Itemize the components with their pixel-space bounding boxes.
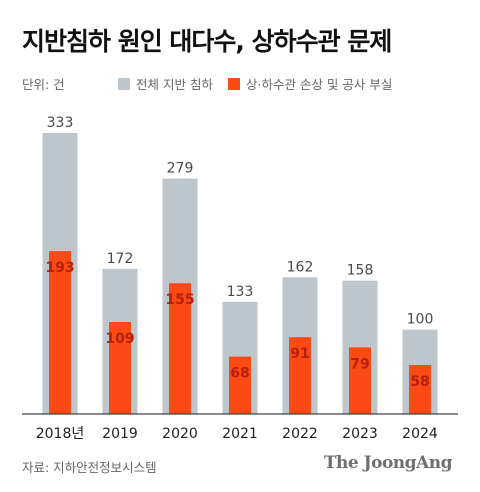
- bar-damage-4: [289, 337, 311, 414]
- legend-label-total: 전체 지반 침하: [136, 77, 213, 92]
- value-label-total-0: 333: [47, 115, 74, 131]
- value-label-total-4: 162: [287, 259, 314, 275]
- value-label-total-3: 133: [227, 284, 254, 300]
- publisher-logo: The JoongAng: [323, 453, 453, 473]
- legend-item-total: 전체 지반 침하: [118, 74, 213, 93]
- legend-item-damage: 상·하수관 손상 및 공사 부실: [228, 74, 392, 93]
- source-note: 자료: 지하안전정보시스템: [22, 460, 157, 475]
- value-label-total-6: 100: [407, 312, 434, 328]
- value-label-damage-4: 91: [290, 346, 309, 362]
- category-label-6: 2024: [402, 426, 438, 442]
- category-label-1: 2019: [102, 426, 138, 442]
- legend-swatch-total: [118, 77, 130, 90]
- legend-label-damage: 상·하수관 손상 및 공사 부실: [246, 77, 393, 92]
- bar-damage-6: [409, 365, 431, 414]
- bar-damage-1: [109, 322, 131, 414]
- legend-row: 단위: 건 전체 지반 침하 상·하수관 손상 및 공사 부실: [22, 74, 462, 92]
- value-label-damage-0: 193: [45, 260, 74, 276]
- value-label-damage-5: 79: [350, 356, 369, 372]
- chart-title: 지반침하 원인 대다수, 상하수관 문제: [22, 27, 392, 56]
- value-label-damage-2: 155: [165, 292, 194, 308]
- value-label-total-1: 172: [107, 251, 134, 267]
- category-label-4: 2022: [282, 426, 318, 442]
- value-label-total-2: 279: [167, 161, 194, 177]
- unit-label: 단위: 건: [22, 77, 65, 92]
- value-label-damage-1: 109: [105, 331, 134, 347]
- value-label-damage-3: 68: [230, 366, 249, 382]
- category-label-3: 2021: [222, 426, 258, 442]
- value-label-total-5: 158: [347, 263, 374, 279]
- legend-swatch-damage: [228, 77, 240, 90]
- category-label-0: 2018년: [36, 426, 85, 442]
- bar-damage-0: [49, 251, 71, 414]
- category-label-5: 2023: [342, 426, 378, 442]
- value-label-damage-6: 58: [410, 374, 429, 390]
- bar-damage-2: [169, 283, 191, 414]
- bar-damage-5: [349, 347, 371, 414]
- bar-damage-3: [229, 356, 251, 414]
- category-label-2: 2020: [162, 426, 198, 442]
